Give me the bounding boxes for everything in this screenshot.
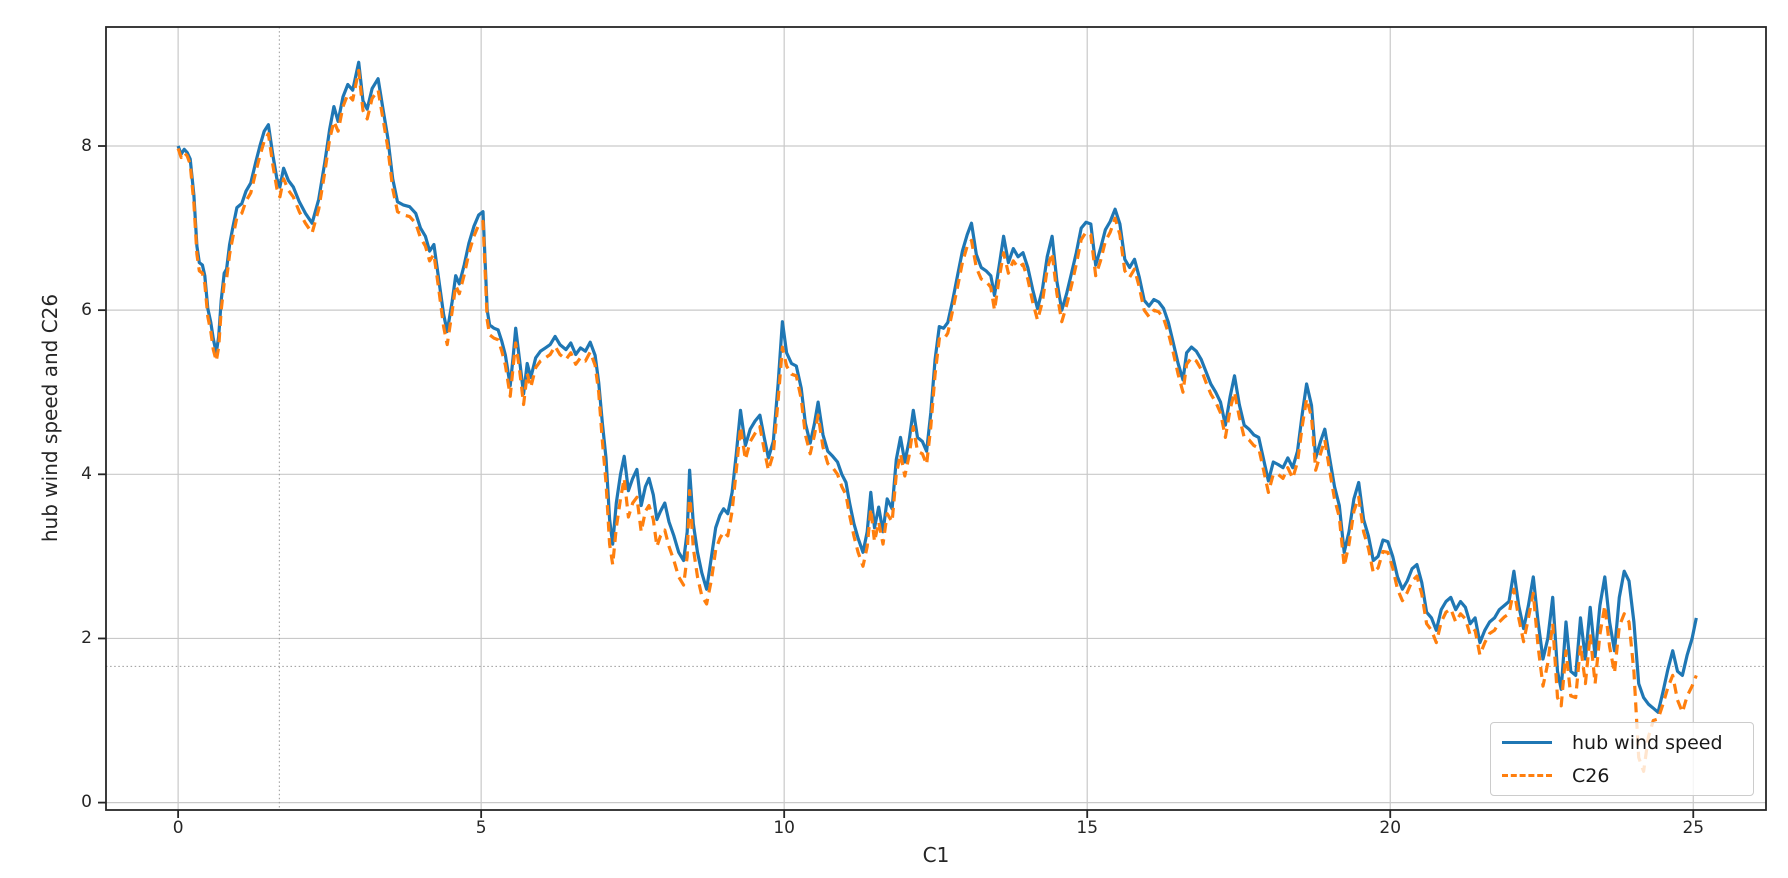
x-tick-label: 25 (1682, 818, 1705, 838)
axes-spines (105, 26, 1767, 811)
legend: hub wind speed C26 (1490, 722, 1754, 796)
y-tick-label: 4 (81, 463, 92, 484)
legend-line-sample-solid (1502, 741, 1552, 744)
x-tick-label: 10 (773, 818, 795, 838)
y-tick-label: 0 (81, 792, 92, 813)
legend-line-sample-dashed (1502, 774, 1552, 777)
y-tick-label: 6 (81, 299, 92, 320)
y-axis-label: hub wind speed and C26 (38, 293, 62, 543)
x-tick-label: 5 (475, 818, 487, 838)
legend-label: C26 (1572, 764, 1610, 787)
series-line-c26 (176, 68, 1698, 773)
x-tick-label: 15 (1076, 818, 1099, 838)
series-line-hub-wind-speed (176, 60, 1698, 714)
x-axis-label: C1 (922, 843, 950, 867)
y-tick-label: 2 (81, 627, 92, 648)
legend-item-hub-wind-speed: hub wind speed (1502, 731, 1753, 755)
x-tick-label: 20 (1379, 818, 1402, 838)
y-tick-label: 8 (81, 135, 92, 156)
legend-label: hub wind speed (1572, 731, 1723, 754)
legend-item-c26: C26 (1502, 764, 1753, 788)
x-tick-label: 0 (172, 818, 184, 838)
